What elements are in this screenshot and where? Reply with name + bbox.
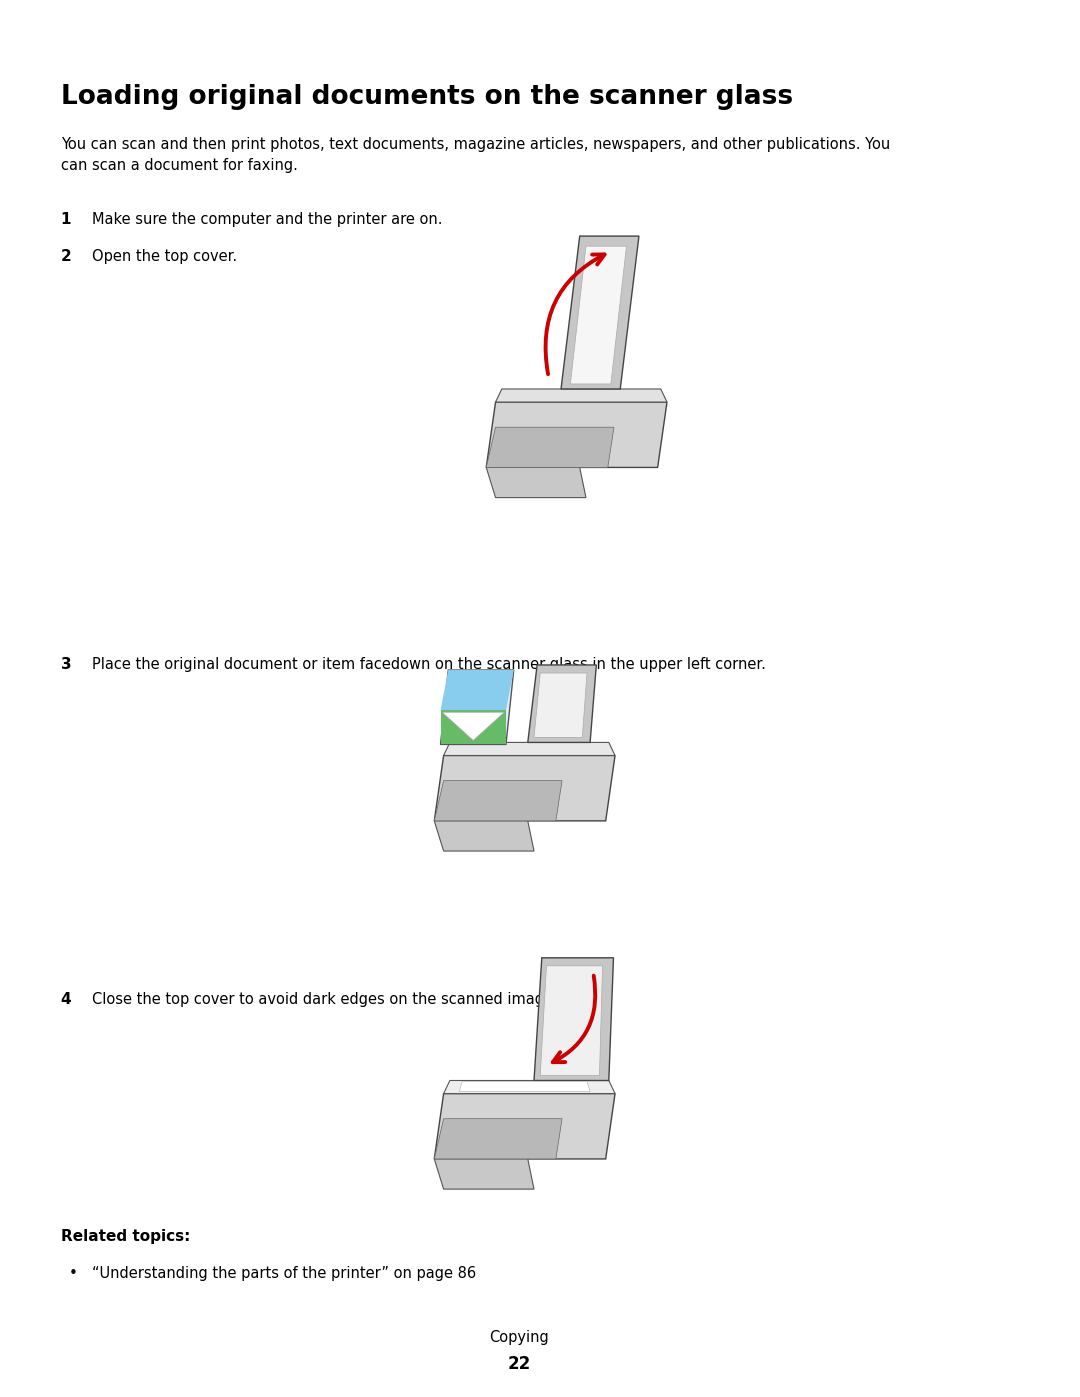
Text: 1: 1	[60, 212, 71, 228]
Polygon shape	[444, 742, 615, 756]
Polygon shape	[528, 665, 596, 742]
Polygon shape	[434, 1119, 562, 1160]
FancyArrowPatch shape	[553, 975, 595, 1062]
Polygon shape	[540, 965, 603, 1076]
Polygon shape	[534, 958, 613, 1080]
Text: Open the top cover.: Open the top cover.	[92, 249, 237, 264]
FancyArrowPatch shape	[545, 254, 605, 374]
Polygon shape	[441, 710, 505, 745]
Polygon shape	[486, 402, 667, 468]
Polygon shape	[561, 236, 639, 388]
Polygon shape	[459, 1081, 590, 1091]
Polygon shape	[434, 781, 562, 821]
Text: You can scan and then print photos, text documents, magazine articles, newspaper: You can scan and then print photos, text…	[60, 137, 890, 173]
Text: Place the original document or item facedown on the scanner glass in the upper l: Place the original document or item face…	[92, 657, 766, 672]
Text: Make sure the computer and the printer are on.: Make sure the computer and the printer a…	[92, 212, 443, 228]
Polygon shape	[486, 427, 615, 468]
Text: 4: 4	[60, 992, 71, 1007]
Text: 22: 22	[508, 1355, 531, 1373]
Text: “Understanding the parts of the printer” on page 86: “Understanding the parts of the printer”…	[92, 1266, 476, 1281]
Text: Copying: Copying	[489, 1330, 550, 1345]
Text: Close the top cover to avoid dark edges on the scanned image.: Close the top cover to avoid dark edges …	[92, 992, 557, 1007]
Polygon shape	[570, 246, 626, 384]
Text: 3: 3	[60, 657, 71, 672]
Text: Loading original documents on the scanner glass: Loading original documents on the scanne…	[60, 84, 793, 110]
Polygon shape	[496, 388, 667, 402]
Polygon shape	[486, 468, 586, 497]
Polygon shape	[434, 1094, 615, 1160]
Polygon shape	[434, 821, 534, 851]
Text: •: •	[69, 1266, 78, 1281]
Polygon shape	[444, 1080, 615, 1094]
Polygon shape	[434, 756, 615, 821]
Text: 2: 2	[60, 249, 71, 264]
Polygon shape	[442, 712, 504, 740]
Polygon shape	[534, 673, 588, 738]
Text: Related topics:: Related topics:	[60, 1229, 190, 1245]
Polygon shape	[441, 671, 514, 710]
Polygon shape	[441, 671, 514, 745]
Polygon shape	[434, 1160, 534, 1189]
